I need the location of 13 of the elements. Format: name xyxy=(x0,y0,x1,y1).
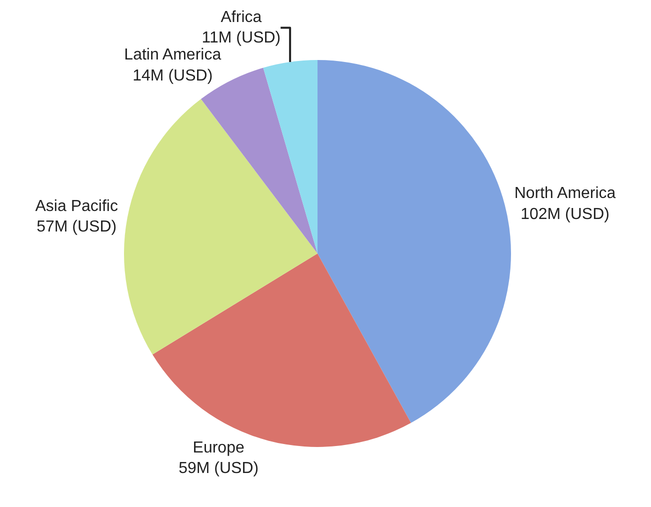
slice-label: Latin America xyxy=(124,46,222,64)
data-label: 11M (USD) xyxy=(202,30,281,47)
slice-label: North America xyxy=(514,185,616,202)
slice-label: Europe xyxy=(192,439,244,456)
data-label: 14M (USD) xyxy=(132,67,213,84)
pie-slice xyxy=(124,99,318,355)
slice-label: Africa xyxy=(220,8,262,26)
pie-slice xyxy=(263,60,318,254)
slice-label: Asia Pacific xyxy=(35,198,118,215)
data-label: 102M (USD) xyxy=(520,206,610,223)
data-label: 57M (USD) xyxy=(36,218,117,236)
data-label: 59M (USD) xyxy=(178,460,259,478)
pie-slice xyxy=(318,60,511,423)
